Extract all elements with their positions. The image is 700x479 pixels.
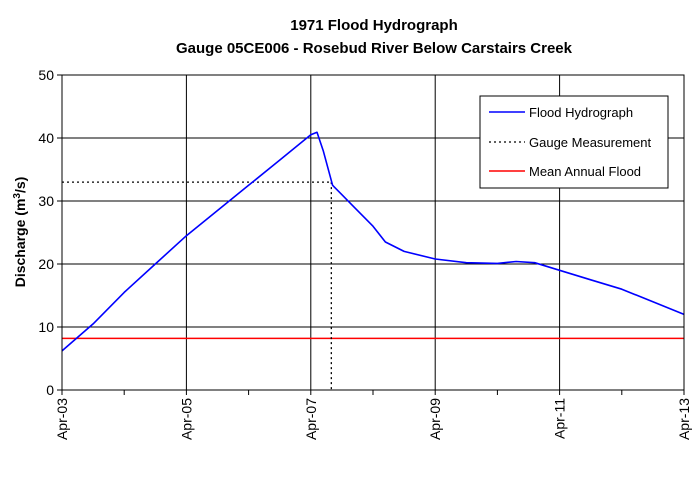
legend-label-flood-hydrograph: Flood Hydrograph — [529, 105, 633, 120]
x-tick-label: Apr-05 — [178, 398, 194, 440]
y-tick-label: 0 — [46, 382, 54, 398]
legend: Flood Hydrograph Gauge Measurement Mean … — [479, 95, 669, 189]
x-tick-label: Apr-09 — [427, 398, 443, 440]
y-tick-label: 40 — [38, 130, 54, 146]
y-tick-label: 50 — [38, 67, 54, 83]
tick-labels: 0 10 20 30 40 50 Apr-03 Apr-05 Apr-07 Apr-09 Apr-1… — [38, 67, 692, 440]
y-tick-label: 10 — [38, 319, 54, 335]
legend-label-mean-annual-flood: Mean Annual Flood — [529, 164, 641, 179]
legend-label-gauge-measurement: Gauge Measurement — [529, 135, 652, 150]
x-tick-label: Apr-11 — [552, 398, 568, 439]
y-axis-title-main: Discharge (m — [12, 199, 28, 288]
chart-title: 1971 Flood Hydrograph — [290, 17, 458, 34]
chart-subtitle: Gauge 05CE006 - Rosebud River Below Cars… — [176, 40, 573, 57]
y-tick-label: 20 — [38, 256, 54, 272]
y-axis-title: Discharge (m3/s) — [12, 177, 28, 288]
axes — [57, 74, 685, 395]
y-tick-label: 30 — [38, 193, 54, 209]
x-tick-label: Apr-07 — [303, 398, 319, 440]
y-axis-title-superscript: 3 — [12, 193, 23, 199]
x-tick-label: Apr-03 — [54, 398, 70, 440]
series-line-flood-hydrograph — [61, 131, 685, 352]
series — [61, 131, 685, 390]
y-axis-title-tail: /s) — [12, 177, 28, 193]
plot-frame — [61, 74, 685, 391]
x-tick-label: Apr-13 — [676, 398, 692, 440]
